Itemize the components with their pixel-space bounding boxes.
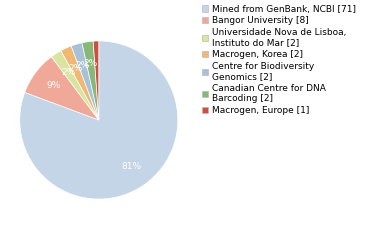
- Wedge shape: [93, 41, 99, 120]
- Text: 2%: 2%: [68, 64, 82, 73]
- Text: 2%: 2%: [84, 59, 98, 68]
- Legend: Mined from GenBank, NCBI [71], Bangor University [8], Universidade Nova de Lisbo: Mined from GenBank, NCBI [71], Bangor Un…: [202, 5, 356, 115]
- Text: 2%: 2%: [76, 61, 90, 70]
- Wedge shape: [61, 46, 99, 120]
- Wedge shape: [25, 57, 99, 120]
- Text: 9%: 9%: [46, 81, 60, 90]
- Text: 81%: 81%: [121, 162, 141, 171]
- Wedge shape: [20, 41, 178, 199]
- Wedge shape: [82, 41, 99, 120]
- Wedge shape: [51, 51, 99, 120]
- Wedge shape: [71, 43, 99, 120]
- Text: 2%: 2%: [61, 68, 75, 77]
